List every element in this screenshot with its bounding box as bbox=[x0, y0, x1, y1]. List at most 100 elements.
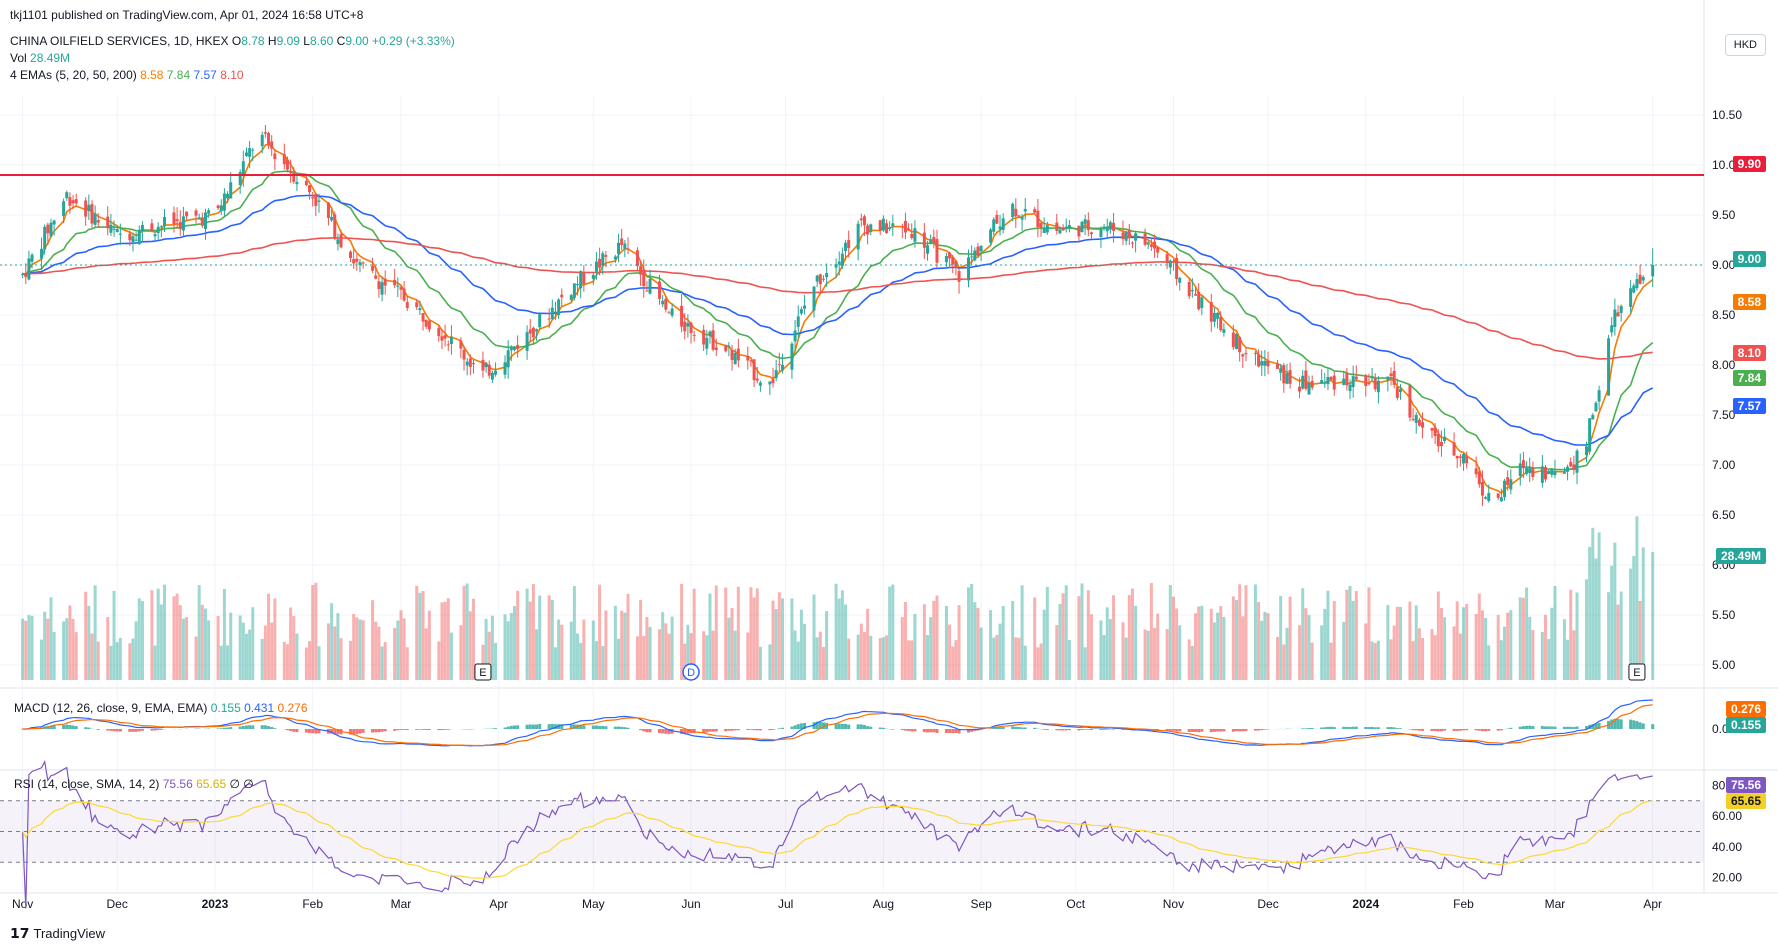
currency-button[interactable]: HKD bbox=[1724, 34, 1766, 56]
macd-hist-bar bbox=[1632, 720, 1636, 729]
volume-bar bbox=[1518, 597, 1522, 680]
candle-body bbox=[1594, 402, 1598, 412]
candle-body bbox=[62, 201, 66, 216]
volume-bar bbox=[506, 621, 510, 680]
volume-bar bbox=[1607, 592, 1611, 680]
ema5-line bbox=[22, 143, 1654, 495]
candle-body bbox=[1332, 375, 1336, 390]
volume-bar bbox=[1212, 622, 1216, 680]
volume-bar bbox=[1301, 588, 1305, 680]
volume-bar bbox=[285, 644, 289, 680]
macd-hist-bar bbox=[862, 725, 866, 729]
rsi-value: 75.56 bbox=[162, 777, 193, 791]
candle-body bbox=[40, 248, 44, 259]
candle-body bbox=[1149, 244, 1153, 247]
macd-hist-bar bbox=[752, 729, 756, 731]
volume-bar bbox=[273, 598, 277, 680]
candle-body bbox=[1001, 218, 1005, 230]
macd-hist-bar bbox=[241, 725, 245, 729]
candle-body bbox=[402, 288, 406, 301]
volume-bar bbox=[1146, 630, 1150, 680]
macd-hist-bar bbox=[1165, 729, 1169, 731]
candle-body bbox=[207, 210, 211, 214]
candle-body bbox=[137, 230, 141, 245]
volume-bar bbox=[620, 610, 624, 680]
volume-bar bbox=[1462, 607, 1466, 680]
earnings-marker-icon bbox=[1628, 663, 1646, 681]
candle-body bbox=[1364, 375, 1368, 386]
candle-body bbox=[560, 294, 564, 298]
volume-bar bbox=[569, 621, 573, 680]
macd-hist-bar bbox=[1528, 725, 1532, 729]
candle-body bbox=[197, 217, 201, 220]
candle-body bbox=[1638, 274, 1642, 284]
ema200-line bbox=[22, 237, 1653, 360]
volume-bar bbox=[203, 608, 207, 680]
symbol-legend[interactable]: CHINA OILFIELD SERVICES, 1D, HKEX O8.78 … bbox=[10, 34, 455, 49]
macd-hist-bar bbox=[292, 729, 296, 732]
candle-body bbox=[90, 204, 94, 224]
candle-body bbox=[825, 273, 829, 278]
macd-hist-bar bbox=[531, 724, 535, 729]
macd-hist-bar bbox=[1194, 729, 1198, 732]
candle-body bbox=[834, 264, 838, 268]
candle-body bbox=[1462, 454, 1466, 464]
candle-body bbox=[664, 298, 668, 310]
macd-hist-bar bbox=[702, 729, 706, 734]
volume-bar bbox=[995, 634, 999, 680]
macd-hist-bar bbox=[330, 729, 334, 734]
volume-bar bbox=[289, 607, 293, 680]
volume-bar bbox=[1616, 604, 1620, 680]
time-axis-label: Nov bbox=[12, 897, 33, 911]
candle-body bbox=[339, 234, 343, 248]
volume-bar bbox=[525, 588, 529, 680]
macd-hist-tag: 0.155 bbox=[1725, 717, 1766, 733]
candle-body bbox=[1323, 382, 1327, 384]
volume-bar bbox=[736, 586, 740, 680]
volume-bar bbox=[821, 647, 825, 680]
volume-bar bbox=[1276, 636, 1279, 680]
macd-hist-bar bbox=[216, 728, 220, 729]
macd-hist-bar bbox=[1121, 729, 1125, 730]
rsi-axis-label: 40.00 bbox=[1712, 840, 1742, 854]
candle-body bbox=[970, 256, 974, 258]
macd-hist-bar bbox=[1332, 727, 1336, 729]
volume-bar bbox=[46, 618, 50, 680]
candle-body bbox=[1641, 276, 1645, 281]
rsi-legend[interactable]: RSI (14, close, SMA, 14, 2) 75.56 65.65 … bbox=[14, 777, 254, 791]
ema-legend[interactable]: 4 EMAs (5, 20, 50, 200) 8.58 7.84 7.57 8… bbox=[10, 68, 244, 83]
rsi-label: RSI (14, close, SMA, 14, 2) bbox=[14, 777, 160, 791]
candle-body bbox=[1392, 370, 1396, 385]
volume-legend[interactable]: Vol 28.49M bbox=[10, 51, 70, 66]
macd-hist-bar bbox=[1260, 729, 1264, 731]
macd-hist-bar bbox=[844, 723, 848, 729]
volume-bar bbox=[579, 643, 583, 680]
candle-body bbox=[115, 229, 119, 233]
macd-hist-bar bbox=[1443, 729, 1447, 731]
macd-hist-bar bbox=[115, 729, 119, 732]
candle-body bbox=[1629, 288, 1633, 307]
tradingview-logo[interactable]: 𝟭𝟳 TradingView bbox=[10, 925, 105, 942]
volume-bar bbox=[1632, 555, 1636, 680]
candle-body bbox=[1121, 232, 1125, 240]
macd-legend[interactable]: MACD (12, 26, close, 9, EMA, EMA) 0.155 … bbox=[14, 701, 308, 715]
volume-bar bbox=[1067, 640, 1071, 680]
candle-body bbox=[273, 153, 277, 160]
candle-body bbox=[361, 262, 365, 264]
candle-body bbox=[484, 363, 488, 368]
candle-body bbox=[948, 252, 952, 259]
candle-body bbox=[749, 360, 753, 362]
macd-hist-bar bbox=[550, 723, 554, 729]
volume-bar bbox=[380, 646, 384, 680]
volume-bar bbox=[1023, 645, 1027, 680]
macd-hist-bar bbox=[1462, 729, 1466, 731]
candle-body bbox=[1112, 222, 1116, 231]
macd-hist-bar bbox=[825, 722, 829, 729]
macd-hist-bar bbox=[1487, 729, 1491, 731]
volume-bar bbox=[1499, 640, 1503, 680]
candle-body bbox=[1354, 376, 1358, 380]
volume-bar bbox=[900, 617, 904, 680]
volume-bar bbox=[181, 618, 185, 680]
candle-body bbox=[780, 364, 784, 371]
